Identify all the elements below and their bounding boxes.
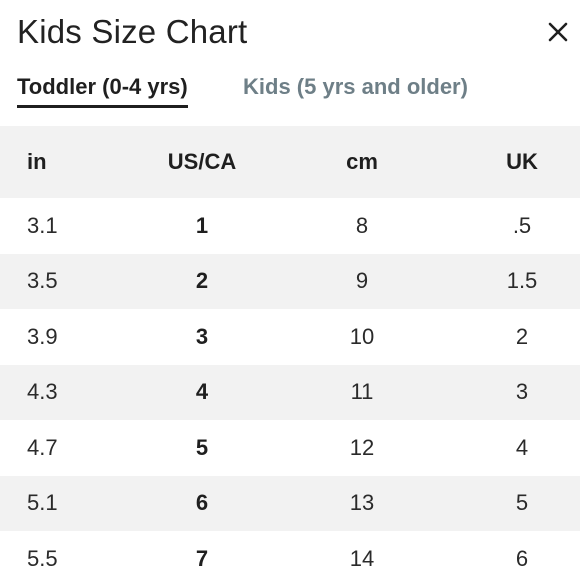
tab-kids[interactable]: Kids (5 yrs and older): [243, 72, 468, 102]
cell-in: 5.1: [27, 490, 58, 516]
close-button[interactable]: [544, 18, 572, 46]
cell-us-ca: 2: [195, 268, 209, 294]
cell-us-ca: 7: [195, 545, 209, 571]
size-table: in US/CA cm UK 3.1 1 8 .5 3.5 2 9 1.5 3.…: [0, 126, 580, 580]
table-row: 3.1 1 8 .5: [0, 198, 580, 254]
header-in: in: [27, 149, 47, 174]
tab-toddler[interactable]: Toddler (0-4 yrs): [17, 72, 188, 108]
header-cm: cm: [346, 149, 378, 174]
cell-in: 3.9: [27, 323, 58, 349]
table-row: 4.3 4 11 3: [0, 364, 580, 420]
tab-kids-label: Kids (5 yrs and older): [243, 74, 468, 99]
table-row: 4.7 5 12 4: [0, 420, 580, 476]
cell-us-ca: 3: [195, 323, 209, 349]
cell-in: 5.5: [27, 545, 58, 571]
cell-us-ca: 1: [195, 212, 209, 238]
cell-uk: 6: [515, 545, 529, 571]
cell-cm: 14: [349, 545, 375, 571]
active-tab-underline: [17, 105, 188, 108]
cell-us-ca: 5: [195, 434, 209, 460]
cell-cm: 11: [350, 379, 374, 405]
close-icon: [548, 22, 568, 42]
cell-uk: 1.5: [506, 268, 538, 294]
table-row: 5.1 6 13 5: [0, 475, 580, 531]
cell-uk: 3: [515, 379, 529, 405]
cell-cm: 12: [349, 434, 375, 460]
cell-cm: 13: [349, 490, 375, 516]
table-row: 5.5 7 14 6: [0, 531, 580, 580]
page-title: Kids Size Chart: [17, 13, 248, 50]
cell-in: 4.3: [27, 379, 58, 405]
table-row: 3.9 3 10 2: [0, 309, 580, 365]
tab-toddler-label: Toddler (0-4 yrs): [17, 74, 188, 99]
cell-uk: 4: [515, 434, 529, 460]
cell-us-ca: 6: [195, 490, 209, 516]
table-row: 3.5 2 9 1.5: [0, 253, 580, 309]
cell-uk: 5: [515, 490, 529, 516]
cell-in: 3.5: [27, 268, 58, 294]
table-header-row: in US/CA cm UK: [0, 126, 580, 198]
cell-us-ca: 4: [195, 379, 209, 405]
cell-uk: 2: [515, 323, 529, 349]
header-uk: UK: [506, 149, 538, 174]
cell-cm: 8: [355, 212, 369, 238]
cell-in: 4.7: [27, 434, 58, 460]
cell-in: 3.1: [27, 212, 58, 238]
cell-uk: .5: [512, 212, 532, 238]
header-us-ca: US/CA: [167, 149, 237, 174]
cell-cm: 10: [349, 323, 375, 349]
cell-cm: 9: [355, 268, 369, 294]
